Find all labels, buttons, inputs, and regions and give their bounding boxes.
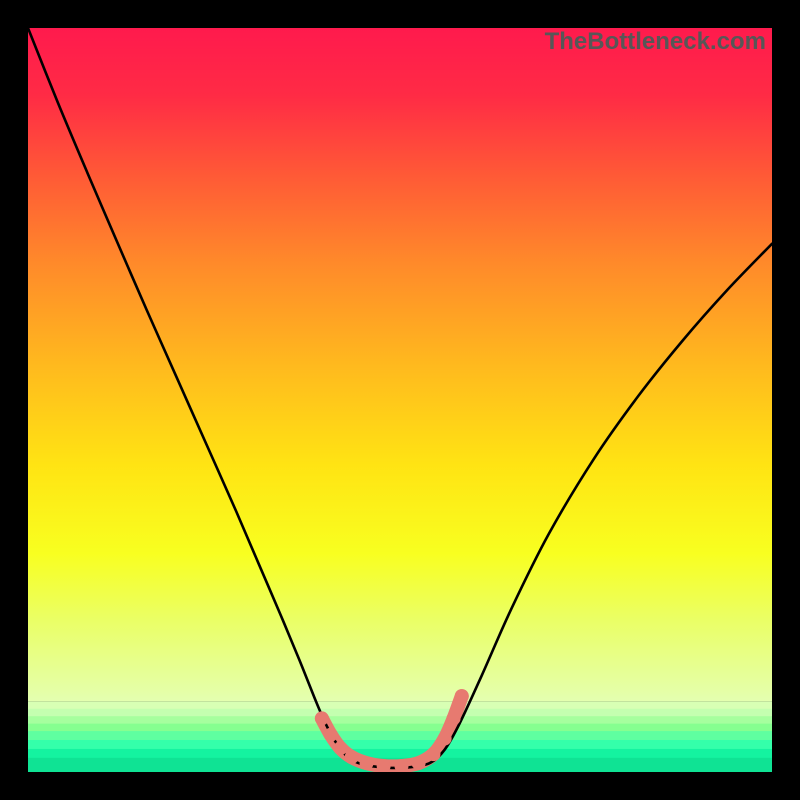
curve-marker	[438, 732, 452, 746]
curve-marker	[360, 756, 374, 770]
curve-marker	[324, 728, 338, 742]
curve-marker	[455, 689, 469, 703]
plot-area: TheBottleneck.com	[28, 28, 772, 772]
curve-marker	[412, 756, 426, 770]
curve-marker	[345, 750, 359, 764]
curve-marker	[333, 741, 347, 755]
curve-marker	[426, 747, 440, 761]
curve-marker	[447, 711, 461, 725]
watermark-text: TheBottleneck.com	[545, 28, 766, 56]
curve-line	[28, 28, 772, 768]
bottleneck-curve	[28, 28, 772, 772]
curve-marker	[315, 711, 329, 725]
